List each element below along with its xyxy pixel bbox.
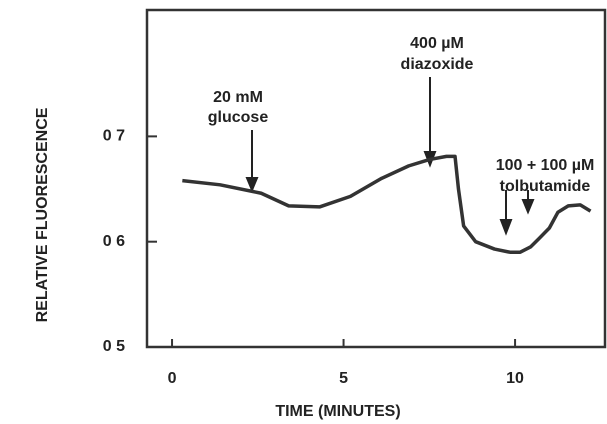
annotation: tolbutamide	[500, 178, 591, 195]
annotation: glucose	[208, 109, 269, 126]
y-tick-label: 0 7	[103, 128, 125, 145]
arrows	[245, 77, 535, 236]
x-axis-label: TIME (MINUTES)	[275, 403, 400, 420]
arrow-head	[499, 219, 513, 236]
x-tick-label: 5	[339, 370, 348, 387]
annotation: diazoxide	[401, 56, 474, 73]
x-tick-label: 10	[506, 370, 524, 387]
arrow-head	[521, 199, 535, 215]
annotation: 100 + 100 µM	[496, 157, 595, 174]
arrow-head	[245, 177, 259, 193]
annotation: 20 mM	[213, 89, 263, 106]
x-tick-label: 0	[168, 370, 177, 387]
trace	[182, 154, 592, 254]
y-tick-label: 0 5	[103, 338, 125, 355]
annotation: 400 µM	[410, 35, 464, 52]
y-axis-label: RELATIVE FLUORESCENCE	[34, 107, 51, 322]
y-tick-label: 0 6	[103, 233, 125, 250]
plot-frame	[145, 8, 607, 349]
